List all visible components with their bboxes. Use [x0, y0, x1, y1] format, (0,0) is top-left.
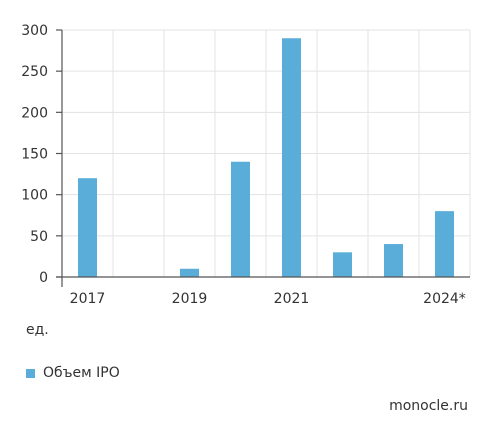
y-tick-label: 50	[30, 229, 48, 245]
y-tick-label: 0	[39, 270, 48, 286]
bar	[231, 161, 250, 277]
y-tick-label: 300	[21, 23, 48, 39]
x-tick-label: 2017	[70, 291, 106, 307]
x-tick-label: 2024*	[423, 291, 466, 307]
unit-label: ед.	[26, 322, 49, 338]
tick-labels: 0 50 100 150 200 250 300 2017 2019 2021 2024*	[21, 23, 466, 307]
chart: 0 50 100 150 200 250 300 2017 2019 2021 2024*	[21, 23, 471, 307]
legend-swatch	[26, 368, 35, 378]
legend: Объем IPO	[26, 365, 120, 381]
y-tick-label: 150	[21, 147, 48, 163]
axes	[56, 29, 470, 287]
y-tick-label: 100	[21, 188, 48, 204]
source-label: monocle.ru	[389, 398, 468, 414]
x-tick-label: 2021	[274, 291, 310, 307]
bar	[282, 38, 301, 277]
grid	[61, 29, 471, 277]
bar	[78, 178, 97, 277]
legend-label: Объем IPO	[43, 365, 120, 381]
bar	[384, 244, 403, 277]
bar	[180, 268, 199, 277]
bars	[78, 38, 454, 277]
y-tick-label: 200	[21, 105, 48, 121]
x-tick-label: 2019	[172, 291, 208, 307]
bar	[333, 252, 352, 277]
bar	[435, 211, 454, 277]
y-tick-label: 250	[21, 64, 48, 80]
